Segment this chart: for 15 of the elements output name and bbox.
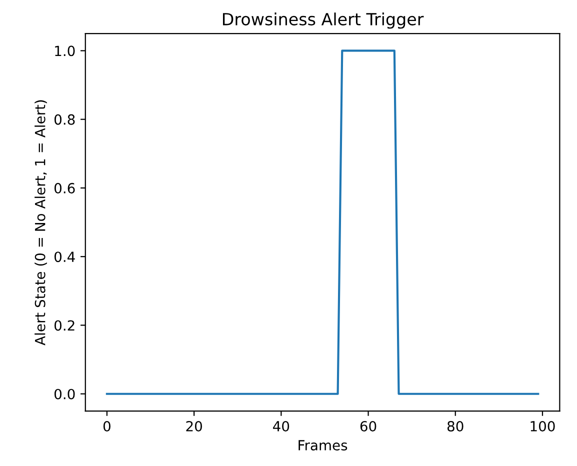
x-tick-label: 80 <box>447 420 464 432</box>
x-tick-label: 20 <box>186 420 202 432</box>
x-tick-label: 0 <box>103 420 110 432</box>
x-tick-label: 100 <box>530 420 555 432</box>
y-tick-label: 0.2 <box>54 320 74 331</box>
chart-title: Drowsiness Alert Trigger <box>222 12 424 29</box>
y-tick-label: 0.0 <box>54 388 75 400</box>
x-tick-label: 40 <box>273 420 290 432</box>
y-tick-label: 0.8 <box>54 114 75 125</box>
x-axis-title: Frames <box>298 440 348 450</box>
y-axis-title: Alert State (0 = No Alert, 1 = Alert) <box>34 100 47 346</box>
x-tick-label: 60 <box>360 420 376 432</box>
y-tick-label: 0.6 <box>54 182 75 194</box>
y-tick-label: 1.0 <box>55 46 75 56</box>
y-tick-label: 0.4 <box>54 252 75 262</box>
